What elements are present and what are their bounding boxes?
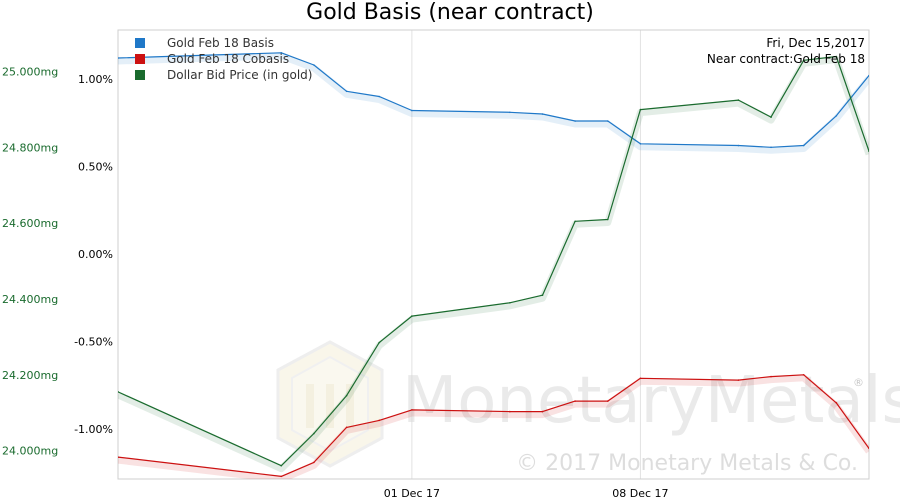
- series-point: [509, 410, 511, 413]
- series-point: [411, 409, 413, 411]
- series-point: [541, 113, 544, 115]
- watermark-main-text: MonetaryMetals: [402, 364, 900, 438]
- series-point: [606, 218, 609, 221]
- series-point: [541, 294, 544, 297]
- watermark-copyright: © 2017 Monetary Metals & Co.: [516, 451, 858, 476]
- series-point: [280, 464, 283, 467]
- chart-title: Gold Basis (near contract): [306, 0, 594, 25]
- x-axis: 01 Dec 17 08 Dec 17: [384, 487, 669, 500]
- series-point: [574, 220, 576, 223]
- series-point: [574, 400, 576, 402]
- series-0: [118, 51, 869, 154]
- series-point: [313, 64, 315, 66]
- series-point: [411, 315, 413, 317]
- left-tick-label: 24.400mg: [2, 293, 58, 306]
- plot-grid: [411, 30, 641, 479]
- left-tick-label: 24.000mg: [2, 445, 58, 458]
- series-point: [770, 375, 772, 378]
- series-point: [737, 144, 740, 147]
- series-point: [313, 461, 315, 464]
- left-tick-label: 24.800mg: [2, 141, 58, 154]
- series-point: [118, 57, 119, 59]
- legend-swatch-dollar-bid: [135, 70, 145, 80]
- legend-label-basis: Gold Feb 18 Basis: [167, 36, 274, 50]
- series-point: [378, 419, 381, 422]
- left-tick-label: 24.200mg: [2, 369, 58, 382]
- plot-frame: [117, 29, 870, 480]
- series-point: [574, 120, 576, 122]
- annotation-date: Fri, Dec 15,2017: [766, 36, 865, 50]
- series-point: [118, 456, 119, 458]
- series-point: [639, 377, 642, 380]
- x-tick-label: 01 Dec 17: [384, 487, 440, 500]
- series-point: [737, 99, 740, 101]
- series-point: [802, 144, 805, 147]
- series-layer: [118, 51, 869, 479]
- right-tick-label: 1.00%: [78, 73, 113, 86]
- series-point: [802, 59, 805, 62]
- annotation-contract: Near contract:Gold Feb 18: [707, 52, 865, 66]
- legend-swatch-cobasis: [135, 54, 145, 64]
- left-axis: 25.000mg 24.800mg 24.600mg 24.400mg 24.200mg…: [2, 66, 58, 458]
- series-point: [802, 374, 805, 376]
- series-point: [378, 341, 381, 344]
- series-point: [345, 90, 348, 93]
- legend-label-cobasis: Gold Feb 18 Cobasis: [167, 52, 289, 66]
- series-line-shadow: [118, 52, 869, 154]
- series-point: [280, 475, 283, 478]
- series-point: [606, 120, 609, 122]
- series-line-shadow: [118, 374, 869, 479]
- right-axis: 1.00% 0.50% 0.00% -0.50% -1.00%: [74, 73, 113, 436]
- watermark: MonetaryMetals ® © 2017 Monetary Metals …: [276, 340, 900, 476]
- left-tick-label: 24.600mg: [2, 217, 58, 230]
- series-point: [737, 379, 740, 381]
- series-line: [118, 52, 869, 148]
- series-point: [868, 74, 869, 77]
- right-tick-label: -0.50%: [74, 336, 113, 349]
- series-2: [118, 55, 869, 473]
- series-point: [835, 55, 838, 58]
- series-point: [639, 108, 642, 111]
- series-point: [118, 391, 119, 393]
- series-point: [345, 394, 348, 397]
- right-tick-label: 0.50%: [78, 161, 113, 174]
- series-point: [606, 400, 609, 402]
- series-point: [770, 116, 772, 118]
- series-point: [411, 109, 413, 112]
- watermark-logo: [276, 340, 384, 468]
- series-point: [868, 150, 869, 153]
- watermark-registered-mark: ®: [853, 376, 864, 389]
- series-point: [313, 432, 315, 435]
- series-point: [835, 402, 838, 404]
- series-point: [770, 146, 772, 149]
- series-1: [118, 374, 869, 479]
- left-tick-label: 25.000mg: [2, 66, 58, 79]
- right-tick-label: -1.00%: [74, 423, 113, 436]
- series-point: [541, 410, 544, 413]
- series-point: [868, 447, 869, 450]
- series-point: [509, 111, 511, 114]
- series-line: [118, 55, 869, 467]
- series-point: [509, 302, 511, 304]
- legend-swatch-basis: [135, 38, 145, 48]
- legend-label-dollar-bid: Dollar Bid Price (in gold): [167, 68, 312, 82]
- series-point: [639, 142, 642, 145]
- series-point: [345, 426, 348, 429]
- legend: Gold Feb 18 Basis Gold Feb 18 Cobasis Do…: [135, 36, 312, 82]
- series-point: [378, 95, 381, 98]
- series-point: [835, 114, 838, 117]
- series-line: [118, 374, 869, 477]
- x-tick-label: 08 Dec 17: [612, 487, 668, 500]
- right-tick-label: 0.00%: [78, 248, 113, 261]
- series-line-shadow: [118, 56, 869, 473]
- series-point: [280, 51, 283, 54]
